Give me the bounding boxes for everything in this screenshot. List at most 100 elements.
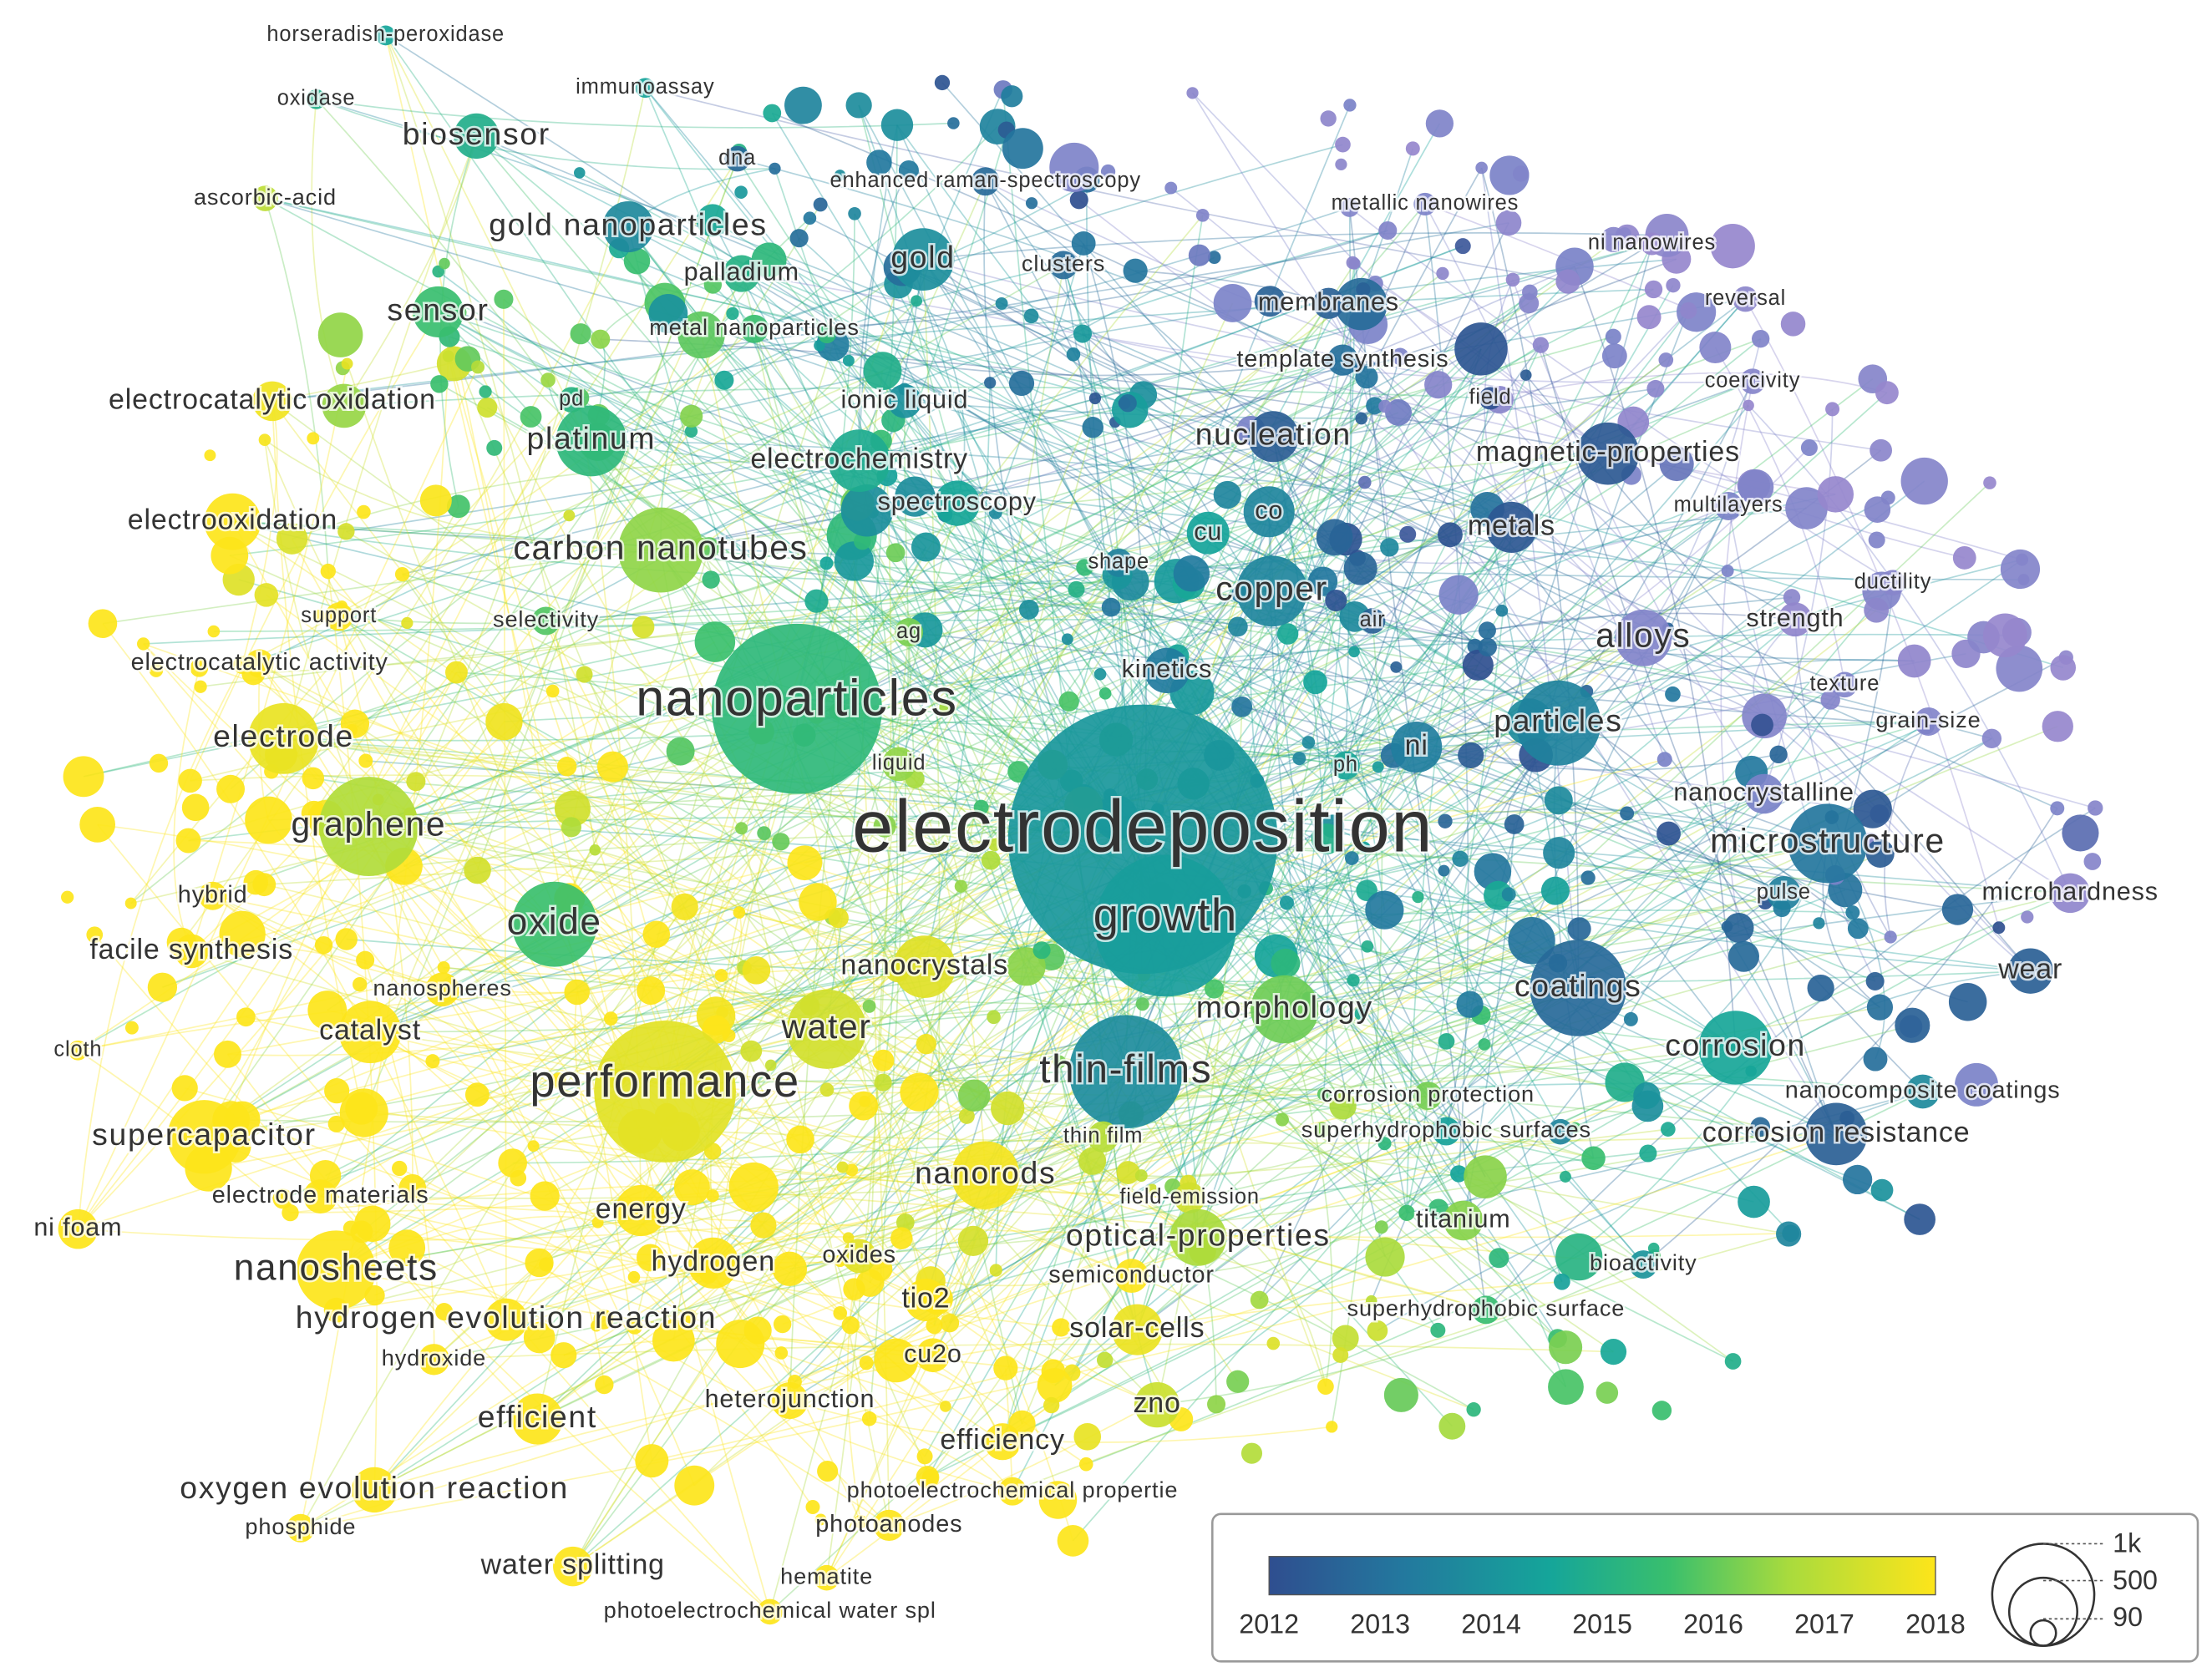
node — [947, 117, 960, 129]
node — [307, 432, 320, 445]
node — [891, 228, 955, 291]
node — [1146, 1183, 1158, 1196]
color-tick-label: 2014 — [1461, 1609, 1521, 1639]
node — [1778, 602, 1813, 637]
node — [252, 185, 278, 211]
edge — [572, 877, 1589, 1568]
edge — [143, 618, 1373, 645]
edge — [267, 819, 890, 1526]
color-tick-label: 2013 — [1350, 1609, 1410, 1639]
node — [406, 772, 426, 792]
node — [1766, 875, 1801, 910]
node — [252, 381, 292, 422]
edge — [1076, 588, 1829, 844]
node — [63, 756, 104, 798]
node — [895, 618, 924, 647]
node — [375, 25, 396, 46]
node — [596, 751, 628, 783]
edge — [1424, 204, 1469, 1174]
edge — [241, 1118, 934, 1356]
node-label: oxides — [822, 1242, 895, 1269]
node — [1733, 286, 1758, 312]
edge — [447, 356, 771, 1613]
node — [1266, 1336, 1281, 1350]
node — [1783, 589, 1801, 606]
node — [637, 976, 666, 1006]
node — [479, 385, 492, 398]
edge — [203, 288, 1654, 1138]
edge — [644, 87, 1559, 1340]
node — [338, 1001, 402, 1064]
color-tick-label: 2015 — [1572, 1609, 1632, 1639]
node — [322, 383, 367, 428]
edge — [338, 505, 459, 618]
edge — [598, 414, 1784, 894]
node — [1049, 251, 1078, 280]
node — [1316, 519, 1353, 556]
node — [464, 856, 491, 884]
node — [1043, 1396, 1060, 1414]
node — [1723, 912, 1754, 943]
node — [1914, 707, 1943, 736]
node — [786, 1125, 814, 1154]
node — [1279, 895, 1294, 910]
node — [282, 1203, 299, 1222]
node — [1331, 751, 1360, 780]
node-label: zno — [1133, 1387, 1180, 1419]
node — [1639, 1144, 1657, 1163]
edge — [280, 135, 478, 755]
edge — [1197, 348, 1482, 1239]
edge — [1416, 659, 1915, 748]
node — [636, 1244, 664, 1272]
edge — [271, 400, 1614, 1353]
edge — [680, 746, 1418, 1132]
node — [523, 1321, 556, 1354]
node — [167, 1100, 241, 1174]
node — [916, 1448, 933, 1465]
edge — [130, 590, 1272, 904]
node-label: ascorbic-acid — [194, 184, 337, 210]
node — [627, 1318, 643, 1335]
node — [1454, 322, 1508, 376]
edge — [204, 344, 1541, 1138]
node — [1880, 570, 1906, 595]
edge — [1406, 398, 1491, 1213]
edge — [1026, 965, 1644, 1265]
node — [805, 1499, 820, 1514]
edge — [1135, 270, 1329, 305]
node — [314, 935, 333, 955]
node — [1547, 1118, 1574, 1145]
edge — [212, 894, 652, 991]
edge — [444, 966, 1579, 1006]
node — [787, 989, 867, 1069]
node — [1656, 752, 1672, 768]
node — [1428, 1198, 1449, 1219]
edge — [1553, 722, 1595, 1158]
node — [951, 1141, 1020, 1209]
edge — [213, 590, 1272, 632]
node — [750, 1212, 777, 1239]
node — [276, 523, 308, 555]
edge — [361, 203, 1426, 1233]
node — [1479, 387, 1502, 410]
edge — [924, 965, 1594, 1159]
edge — [368, 376, 1367, 828]
node — [1661, 1122, 1676, 1137]
edge — [922, 259, 1559, 964]
edge — [338, 562, 827, 625]
edge — [858, 460, 899, 1083]
node — [353, 977, 368, 992]
edge — [1012, 1233, 1789, 1492]
node-label: electrocatalytic oxidation — [109, 383, 436, 415]
node — [553, 1546, 593, 1587]
edge — [922, 258, 1859, 930]
node — [757, 1598, 783, 1625]
node-label: air — [1360, 608, 1386, 631]
node — [1452, 850, 1469, 867]
edge — [190, 363, 348, 952]
node — [296, 1230, 376, 1310]
node — [627, 1270, 641, 1284]
node — [425, 1054, 440, 1069]
edge — [858, 124, 898, 461]
node-label: supercapacitor — [92, 1117, 317, 1152]
